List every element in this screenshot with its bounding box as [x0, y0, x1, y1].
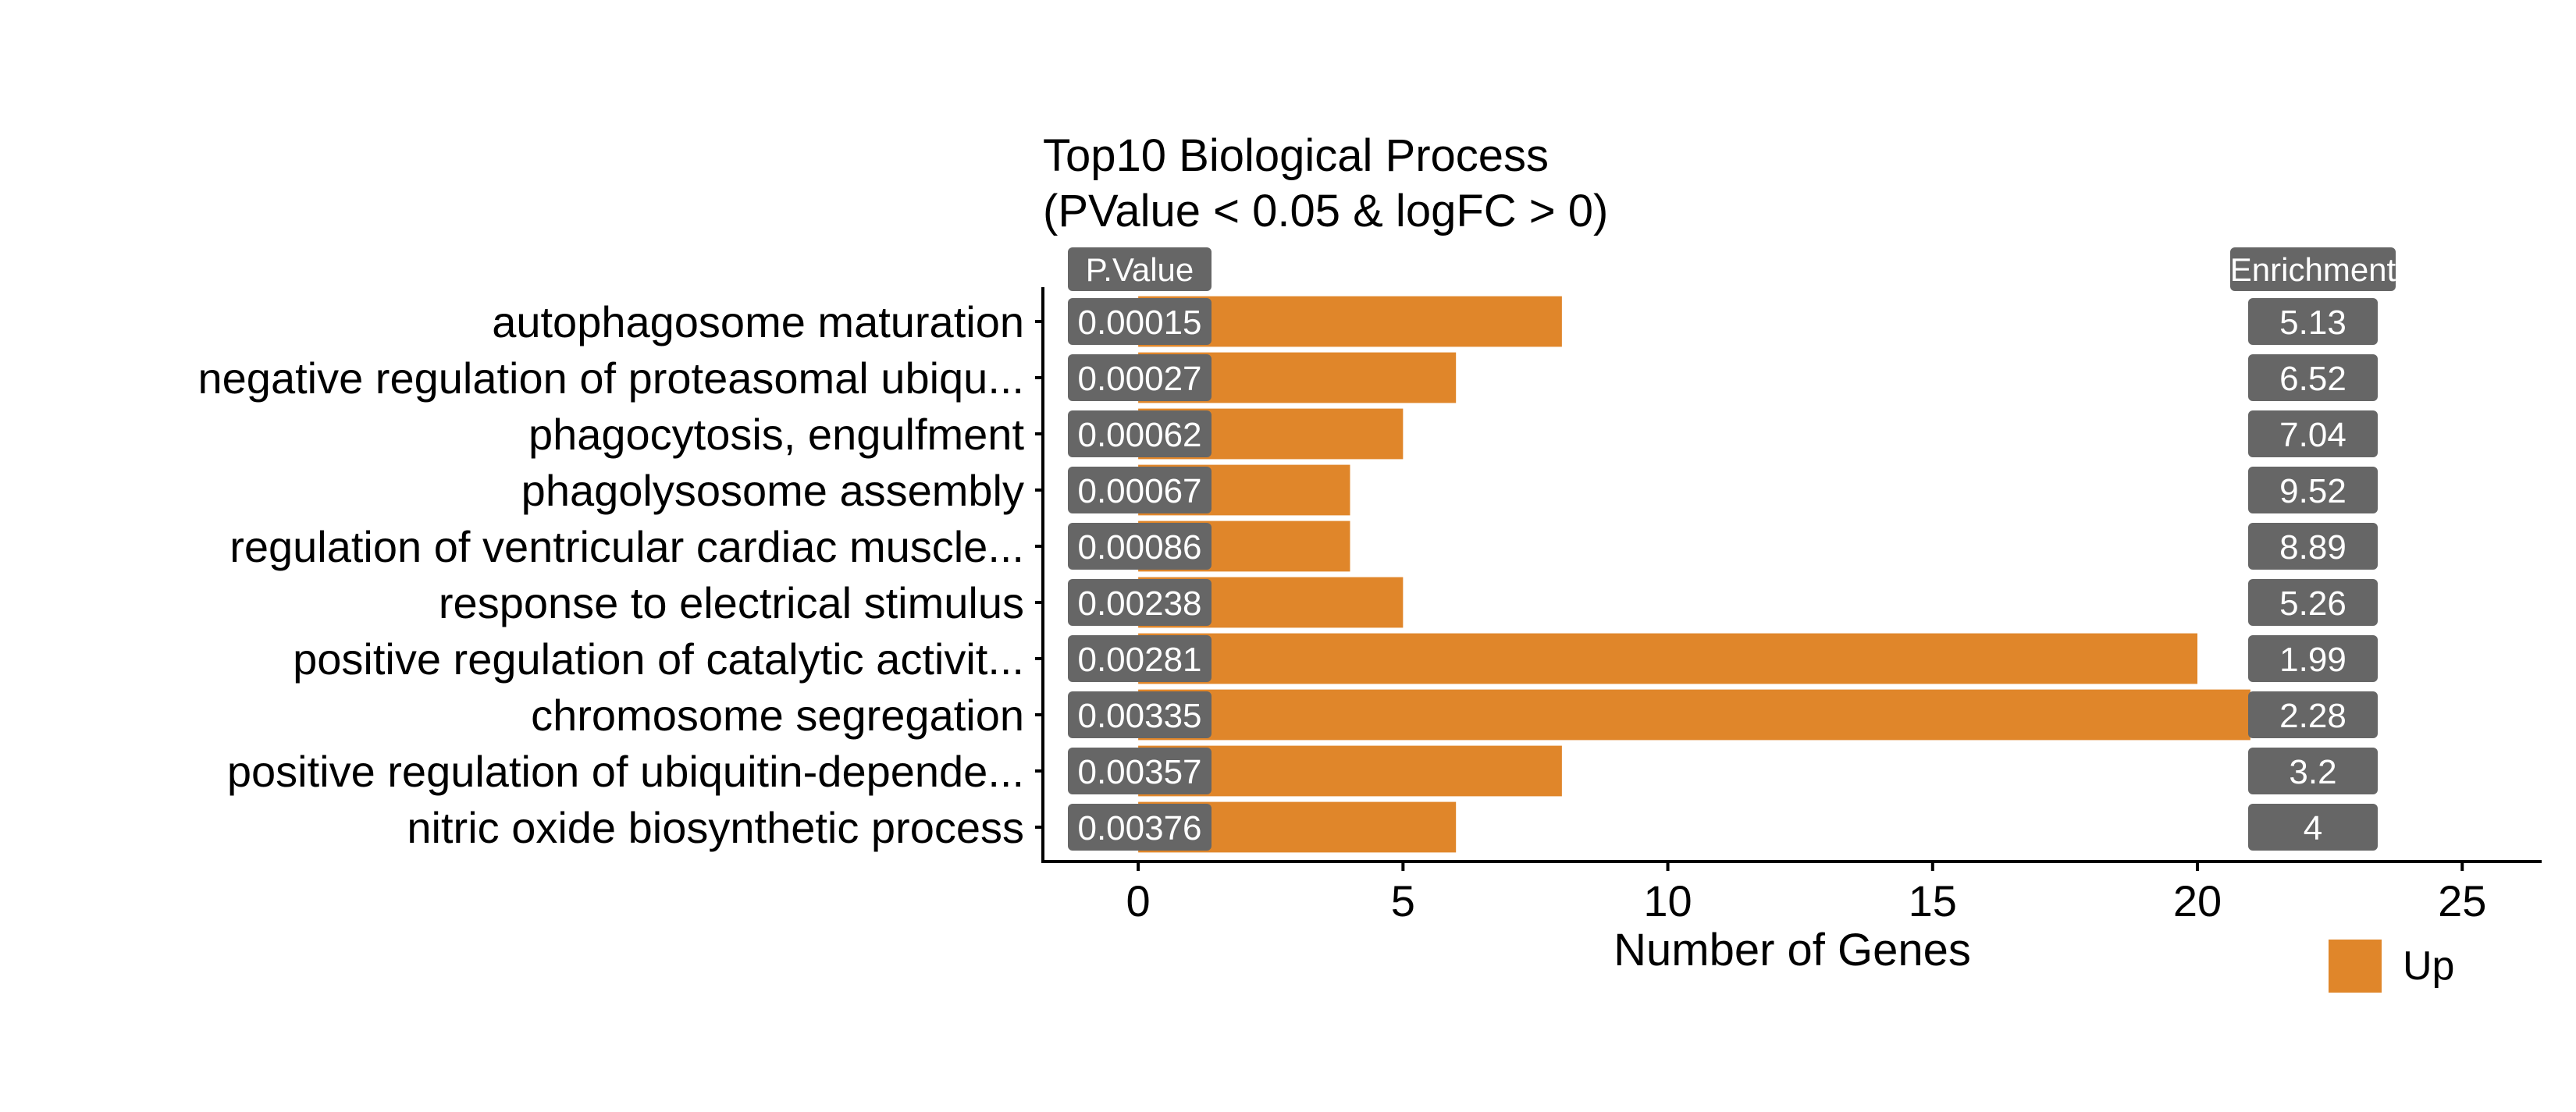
enrichment-label-box [2248, 467, 2378, 513]
enrichment-label-box [2248, 748, 2378, 794]
enrichment-label-box [2248, 410, 2378, 457]
y-tick-label: autophagosome maturation [492, 297, 1024, 346]
pvalue-label: 0.00086 [1077, 528, 1201, 567]
bars-layer [1138, 296, 2250, 853]
y-tick-label: positive regulation of catalytic activit… [293, 634, 1024, 684]
pvalue-label: 0.00238 [1077, 584, 1201, 623]
pvalue-label: 0.00281 [1077, 641, 1201, 679]
enrichment-label: 9.52 [2279, 472, 2347, 510]
legend-swatch-up [2329, 940, 2382, 993]
bar [1138, 689, 2250, 741]
enrichment-label: 3.2 [2289, 753, 2336, 791]
pvalue-label: 0.00062 [1077, 416, 1201, 454]
pvalue-label: 0.00027 [1077, 360, 1201, 398]
enrichment-header: Enrichment [2230, 251, 2396, 288]
enrichment-label: 6.52 [2279, 360, 2347, 398]
pvalue-label-box [1068, 523, 1212, 570]
ticks-layer: autophagosome maturation negative regulat… [198, 297, 2487, 925]
pvalue-header: P.Value [1086, 251, 1194, 288]
enrichment-label-box [2248, 635, 2378, 682]
enrichment-label: 7.04 [2279, 416, 2347, 454]
x-tick-label: 10 [1643, 876, 1692, 925]
enrichment-label-box [2248, 354, 2378, 401]
enrichment-label-box [2248, 298, 2378, 345]
enrichment-label-box [2248, 579, 2378, 626]
enrichment-label-box [2248, 804, 2378, 851]
enrichment-label: 5.26 [2279, 584, 2347, 623]
pvalue-label-box [1068, 467, 1212, 513]
pvalue-label-box [1068, 354, 1212, 401]
pvalue-header-box [1068, 247, 1212, 291]
x-tick-label: 20 [2173, 876, 2222, 925]
pvalue-label-box [1068, 691, 1212, 738]
pvalue-label: 0.00335 [1077, 697, 1201, 735]
y-tick-label: positive regulation of ubiquitin-depende… [227, 747, 1024, 796]
labels-layer: P.Value Enrichment 0.00015 0.00027 0.00062 0.… [1068, 247, 2396, 851]
y-tick-label: response to electrical stimulus [439, 578, 1024, 627]
pvalue-label-box [1068, 410, 1212, 457]
y-tick-label: phagocytosis, engulfment [528, 410, 1025, 459]
enrichment-label-box [2248, 523, 2378, 570]
enrichment-header-box [2230, 247, 2396, 291]
enrichment-label: 1.99 [2279, 641, 2347, 679]
pvalue-label-box [1068, 298, 1212, 345]
pvalue-label-box [1068, 635, 1212, 682]
y-tick-label: regulation of ventricular cardiac muscle… [229, 522, 1024, 571]
y-tick-label: nitric oxide biosynthetic process [407, 803, 1024, 852]
pvalue-label: 0.00067 [1077, 472, 1201, 510]
enrichment-label: 2.28 [2279, 697, 2347, 735]
pvalue-label: 0.00357 [1077, 753, 1201, 791]
y-tick-label: negative regulation of proteasomal ubiqu… [198, 353, 1024, 403]
legend: Up [2329, 940, 2454, 993]
pvalue-label: 0.00376 [1077, 809, 1201, 847]
x-tick-label: 0 [1126, 876, 1151, 925]
pvalue-label-box [1068, 804, 1212, 851]
axes-layer [1041, 287, 2542, 863]
pvalue-label: 0.00015 [1077, 304, 1201, 342]
y-tick-label: chromosome segregation [531, 691, 1024, 740]
chart-title: Top10 Biological Process [1043, 130, 1549, 181]
enrichment-label: 8.89 [2279, 528, 2347, 567]
x-tick-label: 25 [2438, 876, 2486, 925]
legend-label-up: Up [2403, 943, 2454, 989]
x-tick-label: 15 [1909, 876, 1957, 925]
pvalue-label-box [1068, 748, 1212, 794]
pvalue-label-box [1068, 579, 1212, 626]
y-tick-label: phagolysosome assembly [521, 466, 1024, 515]
bar [1138, 633, 2198, 684]
x-tick-label: 5 [1391, 876, 1415, 925]
enrichment-label: 4 [2304, 809, 2322, 847]
enrichment-label-box [2248, 691, 2378, 738]
chart-subtitle: (PValue < 0.05 & logFC > 0) [1043, 186, 1608, 236]
enrichment-label: 5.13 [2279, 304, 2347, 342]
x-axis-label: Number of Genes [1614, 925, 1971, 975]
